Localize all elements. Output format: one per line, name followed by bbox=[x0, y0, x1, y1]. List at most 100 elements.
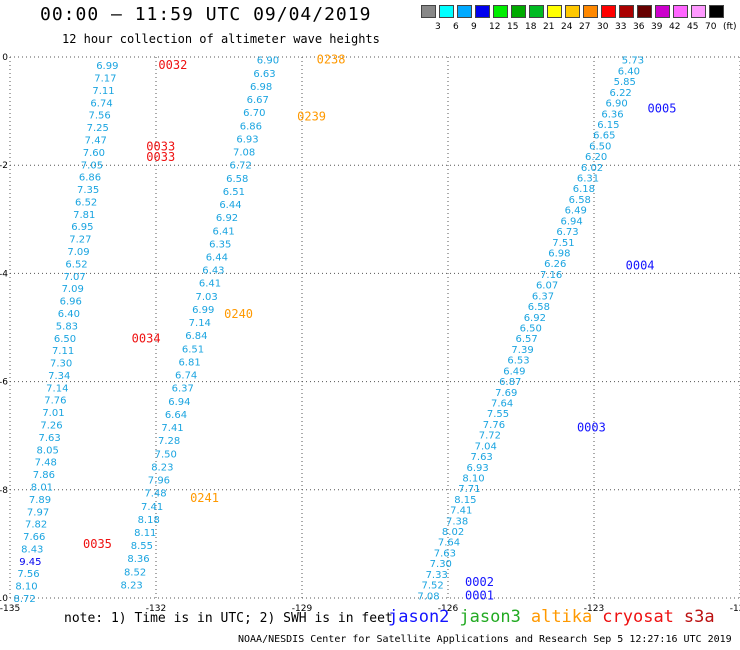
wave-height-value: 6.50 bbox=[589, 141, 611, 152]
axis-tick-labels: -135 -132 -129 -126 -123 -120 0 -2 -4 -6 -8 -10 bbox=[0, 53, 740, 614]
y-tick-label: -4 bbox=[0, 269, 8, 279]
wave-height-value: 7.48 bbox=[35, 458, 57, 469]
wave-height-value: 6.58 bbox=[569, 195, 591, 206]
wave-height-value: 6.64 bbox=[165, 410, 187, 421]
track-jason2-right: 5.736.405.856.226.906.366.156.656.506.20… bbox=[417, 56, 644, 603]
legend-swatch bbox=[439, 5, 454, 18]
wave-height-value: 6.35 bbox=[209, 239, 231, 250]
wave-height-value: 8.36 bbox=[127, 554, 149, 565]
wave-height-value: 8.23 bbox=[151, 462, 173, 473]
wave-height-value: 6.44 bbox=[206, 252, 228, 263]
wave-height-value: 7.52 bbox=[421, 581, 443, 592]
wave-height-value: 7.09 bbox=[67, 247, 89, 258]
y-tick-label: -8 bbox=[0, 486, 8, 496]
wave-height-value: 7.55 bbox=[487, 409, 509, 420]
wave-height-value: 6.57 bbox=[516, 334, 538, 345]
pass-time-label: 0005 bbox=[648, 101, 677, 115]
wave-height-value: 7.64 bbox=[491, 398, 513, 409]
wave-height-value: 7.08 bbox=[417, 591, 439, 602]
wave-height-value: 6.51 bbox=[182, 344, 204, 355]
wave-height-value: 6.52 bbox=[65, 259, 87, 270]
wave-height-value: 7.56 bbox=[89, 111, 111, 122]
x-tick-label: -126 bbox=[438, 604, 459, 614]
legend-label: 15 bbox=[507, 22, 519, 32]
wave-height-value: 6.70 bbox=[243, 108, 265, 119]
wave-height-value: 6.43 bbox=[202, 266, 224, 277]
wave-height-value: 7.81 bbox=[73, 210, 95, 221]
legend-label: 42 bbox=[669, 22, 681, 32]
satellite-jason2: jason2 bbox=[388, 607, 450, 627]
wave-height-value: 5.83 bbox=[56, 321, 78, 332]
legend-swatch bbox=[619, 5, 634, 18]
wave-height-value: 7.30 bbox=[430, 559, 452, 570]
wave-height-value: 7.63 bbox=[38, 433, 60, 444]
wave-height-value: 6.44 bbox=[219, 200, 241, 211]
x-tick-label: -123 bbox=[584, 604, 604, 614]
wave-height-value: 6.73 bbox=[556, 227, 578, 238]
y-tick-label: -6 bbox=[0, 378, 8, 388]
footnote: note: 1) Time is in UTC; 2) SWH is in fe… bbox=[64, 611, 393, 626]
wave-height-value: 6.74 bbox=[90, 98, 112, 109]
wave-height-value: 6.99 bbox=[192, 305, 214, 316]
wave-height-value: 7.01 bbox=[42, 408, 64, 419]
x-tick-label: -129 bbox=[292, 604, 313, 614]
legend-swatch bbox=[421, 5, 436, 18]
map-grid bbox=[9, 56, 740, 599]
wave-height-value: 7.63 bbox=[434, 548, 456, 559]
legend-swatch bbox=[457, 5, 472, 18]
legend-label: 24 bbox=[561, 22, 573, 32]
wave-height-value: 7.89 bbox=[29, 495, 51, 506]
legend-label: 39 bbox=[651, 22, 663, 32]
wave-height-value: 6.49 bbox=[565, 206, 587, 217]
credit-line: NOAA/NESDIS Center for Satellite Applica… bbox=[238, 634, 732, 645]
y-tick-label: -10 bbox=[0, 594, 8, 604]
wave-height-value: 6.49 bbox=[503, 366, 525, 377]
wave-height-value: 7.11 bbox=[52, 346, 74, 357]
wave-height-value: 7.27 bbox=[69, 235, 91, 246]
wave-height-value: 7.08 bbox=[233, 148, 255, 159]
wave-height-value: 6.58 bbox=[528, 302, 550, 313]
wave-height-value: 8.23 bbox=[121, 580, 143, 591]
wave-height-value: 7.39 bbox=[511, 345, 533, 356]
wave-height-value: 6.81 bbox=[178, 357, 200, 368]
wave-height-value: 7.28 bbox=[158, 436, 180, 447]
y-tick-label: -2 bbox=[0, 161, 8, 171]
wave-height-value: 6.15 bbox=[597, 120, 619, 131]
wave-height-value: 7.66 bbox=[23, 532, 45, 543]
satellite-tracks: 6.997.177.116.747.567.257.477.607.056.86… bbox=[13, 56, 644, 605]
wave-height-value: 6.90 bbox=[257, 56, 279, 67]
wave-height-value: 7.76 bbox=[44, 396, 66, 407]
wave-height-value: 6.67 bbox=[247, 95, 269, 106]
wave-height-value: 5.73 bbox=[622, 56, 644, 67]
wave-height-value: 8.10 bbox=[462, 473, 484, 484]
pass-time-label: 0034 bbox=[132, 331, 161, 345]
y-tick-label: 0 bbox=[2, 53, 8, 63]
legend-swatch bbox=[493, 5, 508, 18]
wave-height-value: 7.38 bbox=[446, 516, 468, 527]
wave-height-value: 6.96 bbox=[60, 297, 82, 308]
wave-height-value: 6.92 bbox=[524, 313, 546, 324]
wave-height-value: 5.85 bbox=[614, 77, 636, 88]
wave-height-value: 6.86 bbox=[79, 173, 101, 184]
wave-height-value: 7.47 bbox=[85, 135, 107, 146]
wave-height-value: 8.02 bbox=[442, 527, 464, 538]
pass-time-label: 0238 bbox=[317, 53, 346, 67]
wave-height-value: 7.30 bbox=[50, 359, 72, 370]
wave-height-value: 6.90 bbox=[605, 99, 627, 110]
legend-swatch bbox=[529, 5, 544, 18]
wave-height-value: 6.58 bbox=[226, 174, 248, 185]
wave-height-value: 7.41 bbox=[141, 502, 163, 513]
wave-height-value: 7.60 bbox=[83, 148, 105, 159]
wave-height-value: 6.40 bbox=[58, 309, 80, 320]
wave-height-value: 8.55 bbox=[131, 541, 153, 552]
legend-label: 9 bbox=[471, 22, 477, 32]
wave-height-value: 7.97 bbox=[27, 507, 49, 518]
wave-height-value: 6.94 bbox=[168, 397, 190, 408]
legend-swatch bbox=[691, 5, 706, 18]
legend-swatch bbox=[601, 5, 616, 18]
wave-height-value: 7.56 bbox=[17, 569, 39, 580]
wave-height-value: 6.22 bbox=[610, 88, 632, 99]
wave-height-value: 6.31 bbox=[577, 174, 599, 185]
